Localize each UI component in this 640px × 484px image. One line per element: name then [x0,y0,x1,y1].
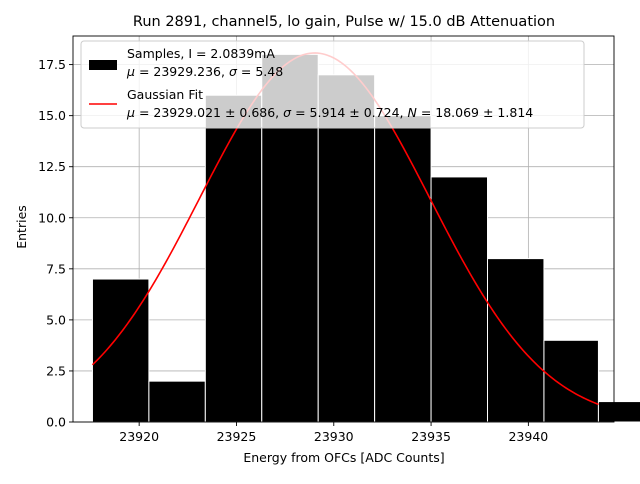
legend-fit-name: Gaussian Fit [127,87,203,102]
histogram-bar [597,401,640,423]
x-tick-label: 23925 [217,429,257,444]
y-ticks: 0.0 2.5 5.0 7.5 10.0 12.5 15.0 17.5 [38,57,73,430]
y-tick-label: 5.0 [46,312,66,327]
chart-title: Run 2891, channel5, lo gain, Pulse w/ 15… [133,14,555,30]
axes [72,35,615,423]
histogram-bar [317,74,376,423]
y-tick-label: 10.0 [38,210,66,225]
histogram-bar [543,339,599,423]
legend-fit-mu: = 23929.021 ± 0.686, [139,105,279,120]
legend-samples-mu: = 23929.236, [139,64,225,79]
legend: Samples, I = 2.0839mA μ = 23929.236, σ =… [80,40,585,129]
histogram-bar [430,176,489,423]
y-tick-label: 2.5 [46,363,66,378]
x-axis-label: Energy from OFCs [ADC Counts] [243,450,444,465]
histogram-bar [91,278,150,423]
histogram-bar [204,94,263,423]
legend-fit-n: = 18.069 ± 1.814 [421,105,533,120]
y-tick-label: 12.5 [38,159,66,174]
legend-samples-swatch [89,60,117,70]
plot-frame [72,35,615,423]
legend-fit-sigma: = 5.914 ± 0.724, [295,105,403,120]
histogram-bar [374,115,432,423]
legend-box [80,40,585,129]
legend-samples-name: Samples, I = 2.0839mA [127,46,275,61]
legend-samples-sigma: = 5.48 [241,64,283,79]
histogram-bar [148,380,206,423]
y-tick-label: 7.5 [46,261,66,276]
y-tick-label: 17.5 [38,57,66,72]
legend-fit-stats: μ = 23929.021 ± 0.686, σ = 5.914 ± 0.724… [126,105,533,120]
x-ticks: 23920 23925 23930 23935 23940 [119,422,548,444]
y-tick-label: 15.0 [38,108,66,123]
x-tick-label: 23940 [508,429,548,444]
x-tick-label: 23920 [119,429,159,444]
y-axis-label: Entries [14,205,29,249]
legend-samples-stats: μ = 23929.236, σ = 5.48 [126,64,283,79]
histogram-bar [487,258,545,423]
y-tick-label: 0.0 [46,415,66,430]
x-tick-label: 23935 [411,429,451,444]
x-tick-label: 23930 [314,429,354,444]
